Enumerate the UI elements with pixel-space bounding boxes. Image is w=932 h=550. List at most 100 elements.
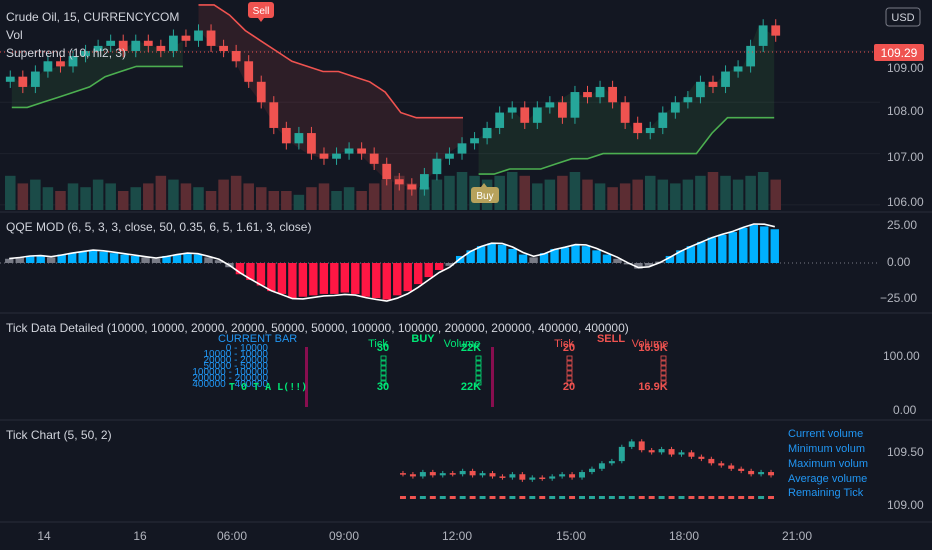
tick-volume-bar — [429, 496, 436, 499]
qqe-bar — [298, 263, 308, 297]
candle-body — [758, 25, 768, 46]
buy-signal-label: Buy — [476, 191, 493, 202]
qqe-bar — [497, 244, 507, 263]
qqe-bar — [5, 258, 14, 263]
qqe-label[interactable]: QQE MOD (6, 5, 3, 3, close, 50, 0.35, 6,… — [6, 220, 311, 234]
symbol-title[interactable]: Crude Oil, 15, CURRENCYCOM — [6, 10, 179, 24]
volume-bar — [243, 183, 254, 210]
volume-bar — [644, 175, 656, 210]
buy-tick-cell — [380, 365, 387, 371]
qqe-bar — [162, 255, 171, 263]
qqe-bar — [445, 263, 454, 266]
candle-body — [68, 56, 78, 67]
tick-candle-body — [459, 470, 466, 475]
supertrend-green-fill — [11, 40, 183, 108]
tick-candle-body — [449, 473, 456, 475]
tick-candle-body — [618, 446, 625, 462]
sell-total-tick: 20 — [563, 381, 575, 393]
qqe-bar — [277, 263, 287, 294]
volume-bar — [419, 187, 430, 210]
sell-volume-value: 16.9K — [638, 342, 667, 354]
qqe-bar — [193, 254, 203, 263]
vol-label[interactable]: Vol — [6, 28, 23, 42]
candle-body — [281, 127, 291, 144]
price-badge: 109.29 — [874, 44, 924, 61]
tick-candle-body — [608, 461, 615, 464]
volume-bar — [143, 183, 154, 210]
qqe-bar — [760, 226, 769, 263]
volume-bar — [356, 191, 367, 210]
qqe-bar — [340, 263, 350, 293]
x-tick-label: 18:00 — [669, 529, 699, 543]
candle-body — [344, 148, 354, 154]
x-tick-label: 14 — [37, 529, 51, 543]
tick-candle-body — [648, 450, 655, 453]
qqe-bar — [120, 254, 129, 263]
tick-chart-label[interactable]: Tick Chart (5, 50, 2) — [6, 428, 112, 442]
qqe-bar — [739, 227, 748, 263]
tick-info-line: Maximum volum — [788, 458, 868, 470]
range-label: 400000 - 400000 — [192, 379, 268, 390]
qqe-bar — [78, 251, 87, 263]
volume-bar — [92, 179, 104, 210]
qqe-bar — [246, 263, 255, 280]
volume-bar — [205, 191, 217, 210]
tick-volume-bar — [519, 496, 526, 499]
qqe-bar — [476, 246, 486, 263]
tick-candle-body — [768, 472, 775, 476]
tick-candle-body — [509, 474, 516, 478]
tick-volume-bar — [668, 496, 675, 499]
y-tick-label: −25.00 — [880, 291, 917, 305]
candle-body — [746, 45, 756, 67]
volume-bar — [193, 187, 204, 210]
candle-body — [457, 143, 467, 154]
tick-candle-body — [758, 472, 765, 475]
volume-bar — [80, 187, 91, 210]
qqe-bar — [728, 232, 738, 263]
volume-bar — [117, 191, 129, 210]
tick-candle-body — [688, 452, 695, 457]
candle-body — [56, 61, 65, 67]
volume-bar — [632, 179, 643, 210]
candle-body — [332, 153, 341, 159]
volume-bar — [720, 175, 731, 210]
tick-volume-bar — [549, 496, 556, 499]
volume-bar — [494, 175, 505, 210]
qqe-bar — [718, 234, 727, 263]
buy-volume-header: Volume — [444, 338, 481, 350]
candle-body — [131, 40, 141, 52]
x-tick-label: 06:00 — [217, 529, 247, 543]
qqe-bar — [686, 246, 696, 263]
qqe-bar — [623, 263, 633, 265]
currency-button[interactable]: USD — [885, 7, 921, 27]
qqe-bar — [634, 263, 643, 269]
tick-volume-bar — [628, 496, 635, 499]
qqe-bar — [361, 263, 370, 297]
tick-candle-body — [638, 441, 645, 451]
supertrend-label[interactable]: Supertrend (10, hl2, 3) — [6, 46, 126, 60]
qqe-bar — [434, 263, 444, 271]
tick-volume-bar — [758, 496, 765, 499]
qqe-bar — [204, 257, 213, 263]
volume-bar — [268, 191, 280, 210]
tick-volume-bar — [688, 496, 695, 499]
tick-volume-bar — [598, 496, 605, 499]
candle-body — [156, 45, 166, 52]
qqe-bar — [351, 263, 360, 294]
candle-body — [219, 45, 228, 52]
candle-body — [733, 66, 743, 72]
candle-body — [696, 81, 705, 98]
range-label: 200000 - 200000 — [192, 373, 268, 384]
total-label: T O T A L(!!) — [229, 382, 307, 393]
qqe-bar — [697, 241, 706, 263]
buy-volume-cell — [475, 360, 482, 366]
candle-body — [319, 153, 329, 159]
tick-detail-label[interactable]: Tick Data Detailed (10000, 10000, 20000,… — [6, 321, 629, 335]
qqe-bar — [235, 263, 245, 275]
qqe-bar — [141, 257, 150, 263]
sell-volume-cell — [660, 365, 667, 371]
supertrend-green-fill — [478, 25, 775, 175]
volume-bar — [168, 179, 179, 210]
tick-info-line: Remaining Tick — [788, 487, 864, 499]
x-tick-label: 09:00 — [329, 529, 359, 543]
